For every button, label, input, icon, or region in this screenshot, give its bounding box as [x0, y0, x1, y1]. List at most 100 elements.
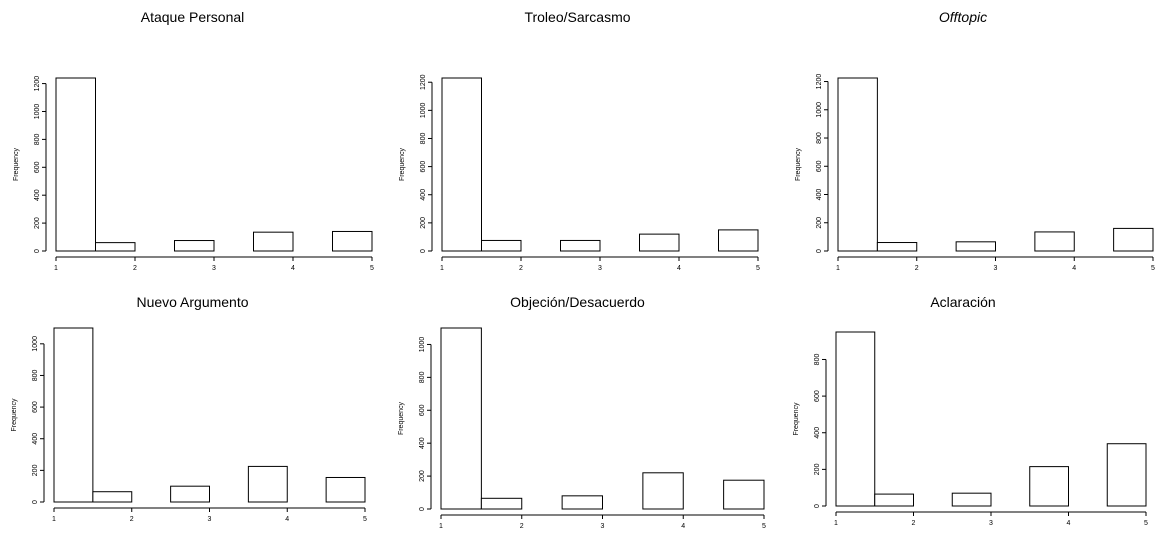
x-tick-label: 4 — [1072, 265, 1076, 272]
histogram-bar — [53, 327, 94, 503]
y-tick-label: 200 — [419, 470, 426, 482]
histogram-plot: 1 2 3 4 5 0 200 400 600 800 1000 1200 Frequency — [795, 74, 1155, 272]
x-tick-label: 5 — [363, 516, 367, 523]
histogram-bar — [174, 240, 215, 252]
y-tick-label: 800 — [420, 133, 427, 145]
x-tick-label: 2 — [519, 265, 523, 272]
histogram-bar — [835, 331, 876, 507]
histogram-bar — [723, 479, 765, 510]
histogram-bar — [332, 230, 373, 252]
y-tick-label: 800 — [816, 132, 823, 144]
y-tick-label: 400 — [32, 433, 39, 445]
y-tick-label: 0 — [419, 507, 426, 511]
y-tick-label: 1200 — [816, 74, 823, 90]
x-tick-label: 2 — [133, 265, 137, 272]
x-tick-label: 4 — [1067, 520, 1071, 527]
histogram-bar — [480, 497, 523, 510]
histogram-bar — [247, 465, 288, 503]
histogram-plot: 1 2 3 4 5 0 200 400 600 800 1000 Frequency — [398, 327, 766, 530]
y-tick-label: 600 — [34, 161, 41, 173]
histogram-bar — [1113, 227, 1154, 252]
histogram-bar — [441, 77, 482, 252]
x-tick-label: 1 — [439, 523, 443, 530]
histogram-bar — [561, 495, 603, 510]
y-tick-label: 400 — [816, 189, 823, 201]
chart-title: Troleo/Sarcasmo — [524, 9, 631, 25]
x-tick-label: 5 — [762, 523, 766, 530]
histogram-panel-nuevo-argumento: Nuevo Argumento 1 2 3 4 5 0 200 400 600 800 1000 Fr… — [0, 269, 385, 538]
y-tick-label: 600 — [814, 390, 821, 402]
x-tick-label: 5 — [370, 265, 374, 272]
histogram-bar — [1106, 443, 1147, 507]
x-tick-label: 5 — [756, 265, 760, 272]
histogram-bar — [955, 241, 996, 252]
histogram-plot: 1 2 3 4 5 0 200 400 600 800 1000 1200 Frequency — [13, 76, 374, 272]
histogram-plot: 1 2 3 4 5 0 200 400 600 800 1000 Frequency — [11, 327, 367, 523]
histogram-bar — [440, 327, 482, 510]
histogram-panel-troleo-sarcasmo: Troleo/Sarcasmo 1 2 3 4 5 0 200 400 600 800 1000 12… — [385, 0, 770, 272]
histogram-bar — [55, 77, 96, 252]
histogram-bar — [560, 239, 601, 252]
y-axis-label: Frequency — [398, 401, 405, 435]
y-axis-label: Frequency — [13, 147, 20, 181]
x-tick-label: 1 — [834, 520, 838, 527]
y-tick-label: 1200 — [420, 74, 427, 90]
chart-title: Ataque Personal — [140, 9, 245, 25]
x-tick-label: 2 — [912, 520, 916, 527]
chart-title: Nuevo Argumento — [136, 294, 249, 310]
histogram-bar — [253, 231, 294, 252]
y-tick-label: 0 — [32, 500, 39, 504]
histogram-panel-objecion-desacuerdo: Objeción/Desacuerdo 1 2 3 4 5 0 200 400 600 800 10… — [385, 269, 770, 538]
histogram-bar — [718, 229, 759, 252]
histogram-bar — [170, 485, 210, 503]
x-tick-label: 1 — [52, 516, 56, 523]
histogram-bar — [1034, 231, 1075, 252]
x-tick-label: 4 — [285, 516, 289, 523]
y-tick-label: 200 — [420, 217, 427, 229]
x-tick-label: 2 — [130, 516, 134, 523]
histogram-plot: 1 2 3 4 5 0 200 400 600 800 Frequency — [793, 331, 1148, 527]
y-axis-label: Frequency — [795, 147, 802, 181]
histogram-panel-offtopic: Offtopic 1 2 3 4 5 0 200 400 600 800 1000 1200 Frequ… — [770, 0, 1156, 272]
y-tick-label: 600 — [419, 404, 426, 416]
y-tick-label: 0 — [420, 249, 427, 253]
y-tick-label: 600 — [420, 161, 427, 173]
histogram-bar — [874, 493, 914, 507]
histogram-panel-aclaracion: Aclaración 1 2 3 4 5 0 200 400 600 800 Frequency — [770, 269, 1156, 538]
histogram-bar — [1029, 466, 1069, 507]
histogram-bar — [325, 476, 366, 503]
histogram-bar — [481, 239, 522, 252]
x-tick-label: 3 — [598, 265, 602, 272]
y-tick-label: 0 — [816, 249, 823, 253]
x-tick-label: 3 — [208, 516, 212, 523]
x-tick-label: 3 — [212, 265, 216, 272]
y-tick-label: 200 — [816, 217, 823, 229]
y-tick-label: 200 — [814, 463, 821, 475]
histogram-bar — [876, 242, 918, 252]
y-tick-label: 600 — [32, 401, 39, 413]
x-tick-label: 3 — [601, 523, 605, 530]
x-tick-label: 5 — [1144, 520, 1148, 527]
y-tick-label: 400 — [420, 189, 427, 201]
histogram-panel-ataque-personal: Ataque Personal 1 2 3 4 5 0 200 400 600 800 1000 12… — [0, 0, 385, 272]
y-tick-label: 0 — [34, 249, 41, 253]
histogram-bar — [639, 233, 680, 252]
y-tick-label: 400 — [34, 189, 41, 201]
y-tick-label: 200 — [34, 217, 41, 229]
histogram-bar — [951, 492, 992, 507]
y-tick-label: 200 — [32, 464, 39, 476]
x-tick-label: 4 — [677, 265, 681, 272]
y-tick-label: 800 — [34, 133, 41, 145]
y-axis-label: Frequency — [11, 398, 18, 432]
x-tick-label: 5 — [1151, 265, 1155, 272]
y-tick-label: 600 — [816, 160, 823, 172]
x-tick-label: 4 — [681, 523, 685, 530]
y-tick-label: 1000 — [32, 336, 39, 352]
y-tick-label: 1000 — [816, 102, 823, 118]
x-tick-label: 1 — [54, 265, 58, 272]
y-axis-label: Frequency — [399, 147, 406, 181]
x-tick-label: 2 — [520, 523, 524, 530]
y-tick-label: 1000 — [34, 104, 41, 120]
x-tick-label: 3 — [994, 265, 998, 272]
y-tick-label: 1200 — [34, 76, 41, 92]
